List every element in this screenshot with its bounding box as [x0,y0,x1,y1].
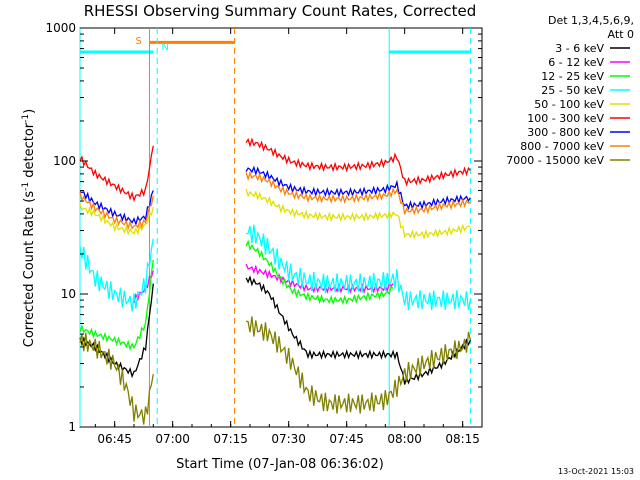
annotation-label-n: N [161,42,168,53]
legend-label-8: 7000 - 15000 keV [506,154,604,167]
flag-bars [80,40,471,54]
series-line-4-segment-0 [79,203,154,236]
y-axis-label-mid: detector [22,122,37,182]
series-line-6-segment-1 [245,165,471,211]
legend-label-2: 12 - 25 keV [541,70,604,83]
x-tick-label-2: 07:15 [213,432,248,446]
y-tick-label-1: 10 [61,287,76,301]
annotation-label-s: S [135,36,141,47]
legend-label-0: 3 - 6 keV [555,42,604,55]
x-tick-label-6: 08:15 [445,432,480,446]
legend-label-1: 6 - 12 keV [548,56,604,69]
y-tick-label-2: 100 [53,154,76,168]
series-line-4-segment-1 [245,188,471,240]
series-line-7-segment-1 [245,170,471,216]
series-line-1-segment-1 [245,263,394,294]
y-axis-label-sup2: -1 [21,114,31,123]
series-line-0-segment-1 [245,275,471,385]
footer-date: 13-Oct-2021 15:03 [558,467,634,476]
y-tick-label-0: 1 [68,420,76,434]
series-line-2-segment-0 [79,259,154,351]
series-line-8-segment-0 [79,332,154,425]
x-tick-label-3: 07:30 [271,432,306,446]
plot-area [79,27,483,428]
annotation-vlines: SN [79,28,471,427]
series-line-2-segment-1 [245,239,394,306]
series-line-5-segment-0 [79,145,154,203]
legend-label-5: 100 - 300 keV [527,112,604,125]
series-line-8-segment-1 [245,316,472,414]
x-axis-label: Start Time (07-Jan-08 06:36:02) [176,457,384,472]
legend-label-6: 300 - 800 keV [527,126,604,139]
series-line-7-segment-0 [79,192,154,231]
series-line-3-segment-1 [246,224,472,311]
y-axis-label-end: ) [22,109,37,114]
x-tick-label-0: 06:45 [97,432,132,446]
series-line-3-segment-0 [79,238,154,312]
legend-header-line-1: Det 1,3,4,5,6,9, [548,14,634,27]
x-tick-label-4: 07:45 [329,432,364,446]
axes: 06:45 07:00 07:15 07:30 07:45 08:00 08:15 1 10 10… [45,21,483,446]
x-tick-label-1: 07:00 [155,432,190,446]
y-axis-label-main: Corrected Count Rate (s [22,191,37,348]
y-axis-label: Corrected Count Rate (s-1 detector-1) [21,109,37,347]
series-line-5-segment-1 [245,137,471,187]
x-tick-label-5: 08:00 [387,432,422,446]
legend-label-7: 800 - 7000 keV [520,140,604,153]
plot-frame [79,27,483,428]
y-axis-label-sup1: -1 [21,182,31,191]
legend-header-line-2: Att 0 [608,28,634,41]
series-lines [79,137,472,425]
y-tick-label-3: 1000 [45,21,76,35]
chart-title: RHESSI Observing Summary Count Rates, Co… [84,2,477,20]
legend-label-3: 25 - 50 keV [541,84,604,97]
legend-label-4: 50 - 100 keV [534,98,604,111]
